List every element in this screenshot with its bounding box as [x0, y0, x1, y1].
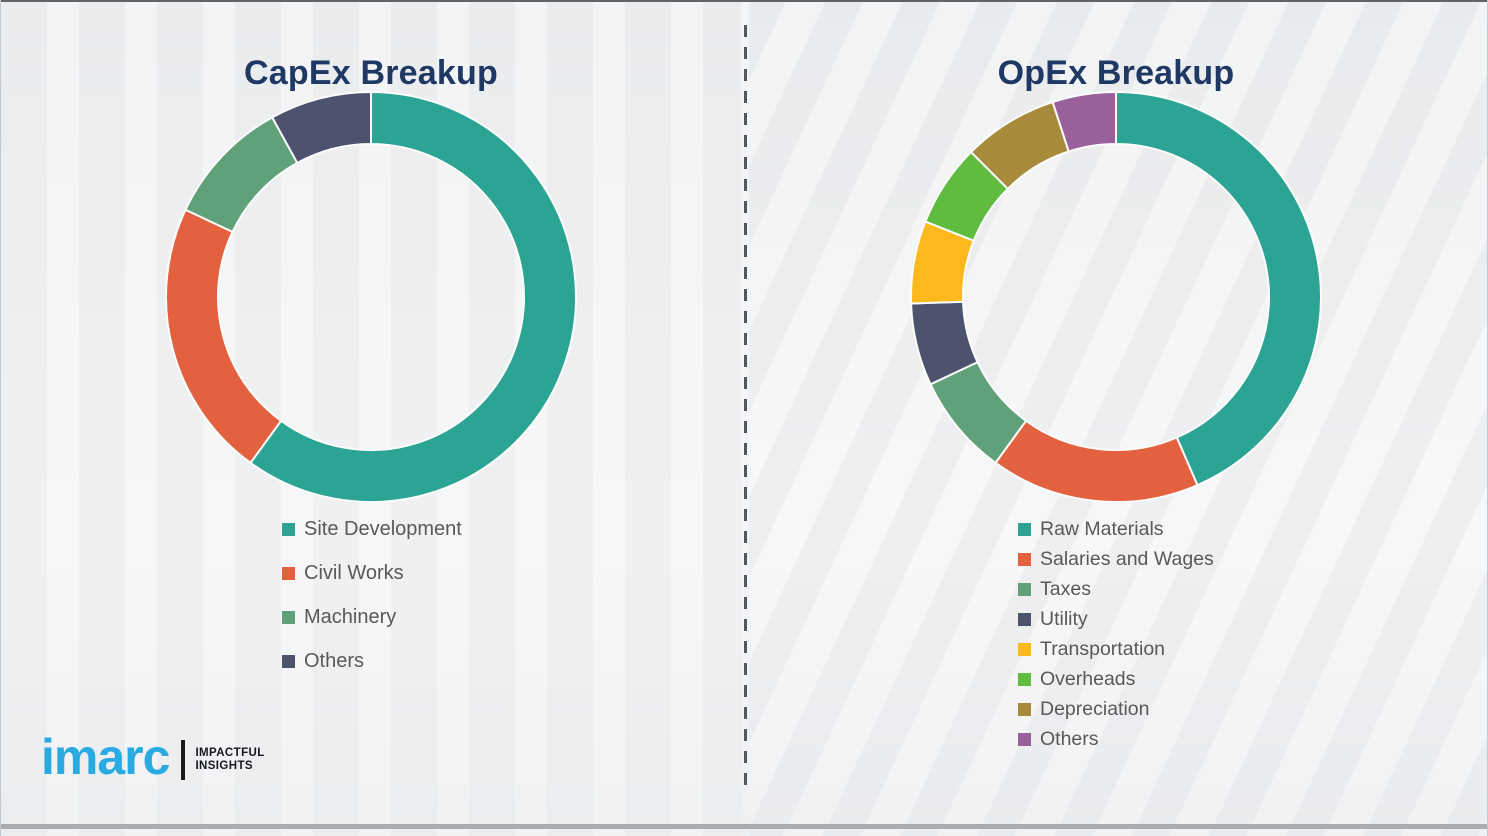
- legend-item: Others: [282, 639, 462, 683]
- legend-swatch-icon: [282, 566, 295, 580]
- opex-donut-chart: [910, 90, 1323, 504]
- legend-label: Civil Works: [304, 561, 404, 584]
- legend-item: Others: [1018, 724, 1214, 754]
- donut-segment: [165, 208, 283, 465]
- legend-item: Overheads: [1018, 664, 1214, 694]
- legend-item: Depreciation: [1018, 694, 1214, 724]
- legend-swatch-icon: [1018, 612, 1031, 626]
- legend-swatch-icon: [282, 654, 295, 668]
- imarc-logo-text: imarc: [41, 729, 170, 785]
- logo-tagline: IMPACTFUL INSIGHTS: [195, 747, 264, 773]
- legend-label: Site Development: [304, 517, 462, 540]
- legend-label: Utility: [1040, 607, 1088, 630]
- donut-segment: [1115, 90, 1323, 487]
- legend-label: Raw Materials: [1040, 517, 1164, 540]
- imarc-logo: imarc IMPACTFUL INSIGHTS: [41, 729, 265, 785]
- capex-donut-chart: [165, 90, 577, 503]
- legend-swatch-icon: [1018, 522, 1031, 536]
- legend-item: Civil Works: [282, 551, 462, 595]
- legend-item: Raw Materials: [1018, 514, 1214, 544]
- legend-label: Transportation: [1040, 637, 1166, 660]
- legend-item: Utility: [1018, 604, 1214, 634]
- legend-label: Taxes: [1040, 577, 1091, 600]
- donut-segment: [249, 90, 577, 503]
- legend-label: Others: [1040, 727, 1099, 750]
- capex-legend: Site Development Civil Works Machinery Othe…: [282, 507, 462, 683]
- opex-chart-title: OpEx Breakup: [997, 54, 1235, 93]
- bottom-frame-bar: [1, 824, 1487, 829]
- dashed-divider: [744, 25, 747, 790]
- legend-swatch-icon: [1018, 732, 1031, 746]
- legend-label: Others: [304, 649, 365, 672]
- legend-label: Overheads: [1040, 667, 1136, 690]
- legend-item: Machinery: [282, 595, 462, 639]
- capex-chart-title: CapEx Breakup: [244, 54, 498, 93]
- legend-item: Taxes: [1018, 574, 1214, 604]
- legend-swatch-icon: [282, 522, 295, 536]
- donut-segment: [994, 419, 1199, 504]
- legend-swatch-icon: [1018, 702, 1031, 716]
- logo-tagline-line2: INSIGHTS: [195, 760, 253, 772]
- legend-item: Transportation: [1018, 634, 1214, 664]
- donut-segment: [184, 116, 299, 234]
- legend-swatch-icon: [1018, 582, 1031, 596]
- opex-legend: Raw Materials Salaries and Wages Taxes Util…: [1018, 514, 1214, 754]
- logo-tagline-line1: IMPACTFUL: [195, 747, 265, 759]
- legend-label: Salaries and Wages: [1040, 547, 1214, 570]
- donut-segment: [270, 90, 372, 165]
- legend-swatch-icon: [1018, 642, 1031, 656]
- legend-item: Site Development: [282, 507, 462, 551]
- legend-item: Salaries and Wages: [1018, 544, 1214, 574]
- logo-divider-bar: [181, 740, 186, 780]
- donut-segment: [1051, 90, 1117, 153]
- legend-swatch-icon: [282, 610, 295, 624]
- legend-swatch-icon: [1018, 672, 1031, 686]
- legend-label: Depreciation: [1040, 697, 1150, 720]
- legend-label: Machinery: [304, 605, 397, 628]
- legend-swatch-icon: [1018, 552, 1031, 566]
